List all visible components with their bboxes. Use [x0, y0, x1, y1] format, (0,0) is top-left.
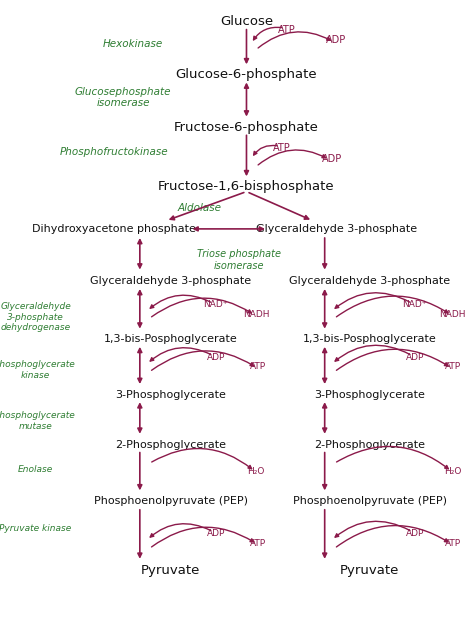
Text: Phosphoglycerate
mutase: Phosphoglycerate mutase [0, 411, 76, 431]
Text: H₂O: H₂O [444, 467, 461, 476]
Text: ADP: ADP [406, 353, 424, 362]
Text: NAD⁺: NAD⁺ [203, 300, 228, 309]
Text: Glucose: Glucose [220, 16, 273, 28]
Text: Aldolase: Aldolase [177, 203, 221, 213]
Text: Hexokinase: Hexokinase [102, 39, 163, 49]
Text: Enolase: Enolase [18, 465, 53, 474]
Text: Phosphoenolpyruvate (PEP): Phosphoenolpyruvate (PEP) [94, 496, 247, 506]
Text: 2-Phosphoglycerate: 2-Phosphoglycerate [314, 440, 425, 450]
Text: ATP: ATP [250, 363, 266, 371]
Text: 1,3-bis-Posphoglycerate: 1,3-bis-Posphoglycerate [303, 334, 437, 344]
Text: ATP: ATP [273, 143, 291, 153]
Text: ADP: ADP [207, 529, 225, 538]
Text: Pyruvate: Pyruvate [340, 565, 400, 577]
Text: Glyceraldehyde 3-phosphate: Glyceraldehyde 3-phosphate [90, 276, 251, 286]
Text: Triose phosphate
isomerase: Triose phosphate isomerase [197, 249, 282, 271]
Text: Glyceraldehyde
3-phosphate
dehydrogenase: Glyceraldehyde 3-phosphate dehydrogenase [0, 302, 71, 332]
Text: 3-Phosphoglycerate: 3-Phosphoglycerate [314, 390, 425, 400]
Text: H₂O: H₂O [247, 467, 264, 476]
Text: Fructose-6-phosphate: Fructose-6-phosphate [174, 121, 319, 134]
Text: NADH: NADH [243, 310, 269, 318]
Text: Glucosephosphate
isomerase: Glucosephosphate isomerase [75, 87, 172, 108]
Text: ATP: ATP [445, 539, 461, 547]
Text: ADP: ADP [327, 35, 346, 45]
Text: 1,3-bis-Posphoglycerate: 1,3-bis-Posphoglycerate [104, 334, 237, 344]
Text: Glyceraldehyde 3-phosphate: Glyceraldehyde 3-phosphate [289, 276, 450, 286]
Text: Glyceraldehyde 3-phosphate: Glyceraldehyde 3-phosphate [256, 224, 417, 234]
Text: Phosphoenolpyruvate (PEP): Phosphoenolpyruvate (PEP) [293, 496, 447, 506]
Text: Dihydroxyacetone phosphate: Dihydroxyacetone phosphate [32, 224, 196, 234]
Text: Phosphoglycerate
kinase: Phosphoglycerate kinase [0, 360, 76, 380]
Text: Glucose-6-phosphate: Glucose-6-phosphate [176, 68, 317, 81]
Text: NAD⁺: NAD⁺ [402, 300, 427, 309]
Text: NADH: NADH [439, 310, 466, 318]
Text: ADP: ADP [406, 529, 424, 538]
Text: Fructose-1,6-bisphosphate: Fructose-1,6-bisphosphate [158, 180, 335, 193]
Text: Pyruvate: Pyruvate [141, 565, 201, 577]
Text: 3-Phosphoglycerate: 3-Phosphoglycerate [115, 390, 226, 400]
Text: 2-Phosphoglycerate: 2-Phosphoglycerate [115, 440, 226, 450]
Text: ATP: ATP [278, 25, 296, 35]
Text: ADP: ADP [207, 353, 225, 362]
Text: ATP: ATP [445, 363, 461, 371]
Text: Phosphofructokinase: Phosphofructokinase [59, 147, 168, 157]
Text: ATP: ATP [250, 539, 266, 547]
Text: Pyruvate kinase: Pyruvate kinase [0, 524, 72, 533]
Text: ADP: ADP [322, 154, 342, 164]
